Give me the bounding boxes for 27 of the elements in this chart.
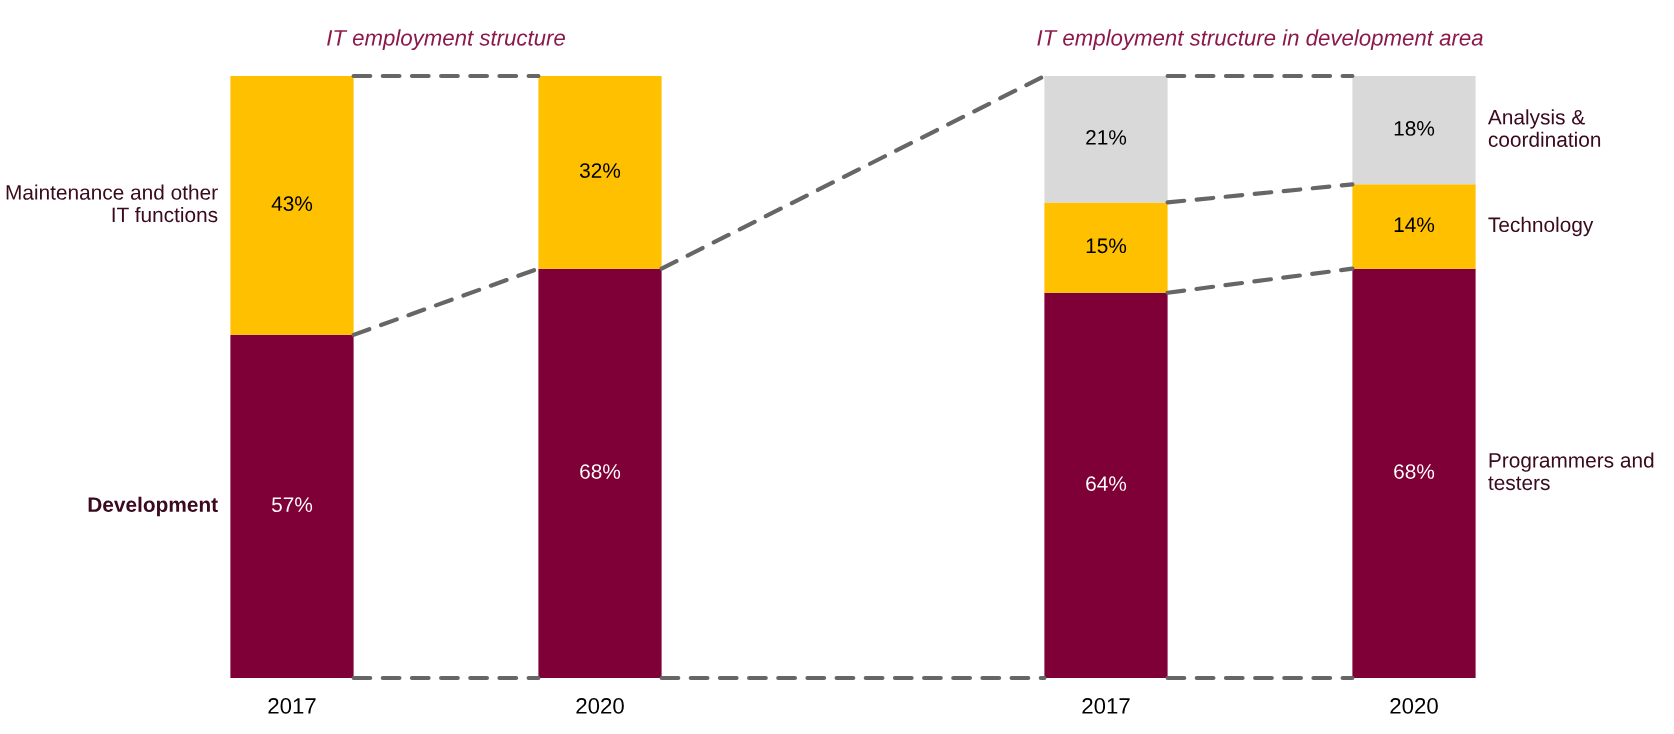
data-label: 64% — [1086, 476, 1127, 491]
x-tick-label: 2020 — [576, 698, 624, 714]
bar — [1352, 184, 1476, 269]
bar — [1044, 292, 1168, 678]
data-label: 32% — [579, 163, 621, 178]
series-label: Development — [88, 496, 218, 517]
series-label: Analysis & coordination — [1487, 109, 1601, 147]
bar — [1044, 76, 1168, 203]
data-label: 21% — [1086, 130, 1127, 145]
data-label: 15% — [1086, 238, 1127, 254]
bar — [1044, 202, 1168, 293]
bar — [1352, 76, 1476, 185]
series-label: Programmers and testers — [1488, 452, 1654, 491]
chart-title: IT employment structure in development area — [1037, 29, 1483, 51]
series-label: Maintenance and other IT functions — [6, 184, 218, 223]
bar — [1352, 268, 1476, 678]
x-tick-label: 2017 — [268, 698, 316, 714]
chart-title: IT employment structure — [327, 29, 565, 51]
series-label: Technology — [1488, 216, 1594, 237]
data-label: 68% — [580, 464, 621, 479]
data-label: 57% — [271, 497, 313, 513]
data-label: 14% — [1394, 217, 1435, 233]
data-label: 43% — [271, 196, 313, 212]
x-tick-label: 2020 — [1390, 698, 1438, 714]
data-label: 18% — [1394, 121, 1435, 136]
data-label: 68% — [1394, 464, 1435, 479]
x-tick-label: 2017 — [1082, 698, 1130, 714]
